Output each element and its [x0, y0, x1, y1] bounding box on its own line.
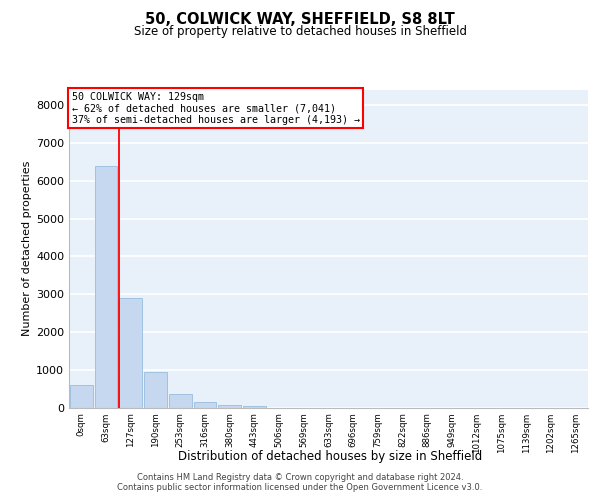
Bar [70, 385, 93, 407]
Bar [119, 298, 142, 408]
Bar [218, 405, 241, 407]
Text: Contains HM Land Registry data © Crown copyright and database right 2024.: Contains HM Land Registry data © Crown c… [137, 472, 463, 482]
Bar [243, 406, 266, 407]
Text: Size of property relative to detached houses in Sheffield: Size of property relative to detached ho… [133, 25, 467, 38]
Text: 50, COLWICK WAY, SHEFFIELD, S8 8LT: 50, COLWICK WAY, SHEFFIELD, S8 8LT [145, 12, 455, 28]
Bar [95, 166, 118, 408]
Bar [169, 394, 191, 407]
Y-axis label: Number of detached properties: Number of detached properties [22, 161, 32, 336]
Text: 50 COLWICK WAY: 129sqm
← 62% of detached houses are smaller (7,041)
37% of semi-: 50 COLWICK WAY: 129sqm ← 62% of detached… [71, 92, 359, 125]
Text: Distribution of detached houses by size in Sheffield: Distribution of detached houses by size … [178, 450, 482, 463]
Text: Contains public sector information licensed under the Open Government Licence v3: Contains public sector information licen… [118, 484, 482, 492]
Bar [194, 402, 216, 407]
Bar [144, 372, 167, 408]
